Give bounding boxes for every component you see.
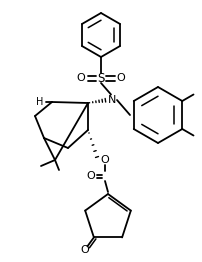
Text: O: O: [101, 155, 109, 165]
Text: O: O: [80, 245, 89, 255]
Text: O: O: [117, 73, 125, 83]
Text: S: S: [97, 72, 105, 85]
Text: H: H: [36, 97, 44, 107]
Text: O: O: [77, 73, 85, 83]
Text: N: N: [108, 95, 116, 105]
Text: O: O: [87, 171, 95, 181]
